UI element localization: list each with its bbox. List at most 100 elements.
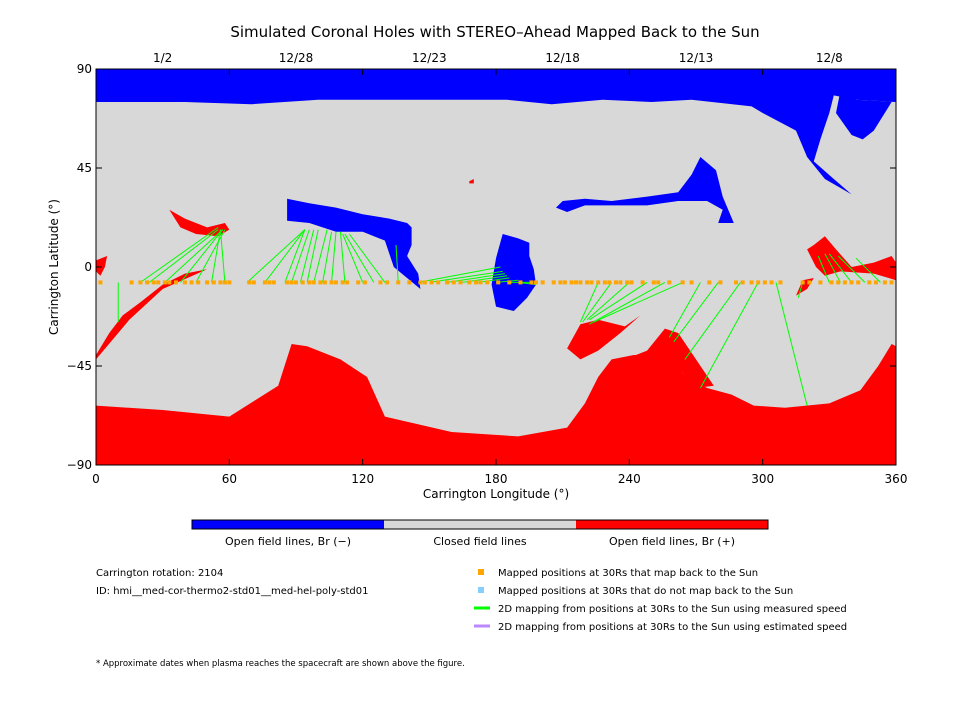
- mapping-line-1: [149, 229, 219, 283]
- mapped-points: [98, 280, 894, 285]
- mapped-point-1: [129, 280, 134, 285]
- mapped-point-76: [680, 280, 685, 285]
- y-tick-label-2: 0: [84, 260, 92, 274]
- mapping-line-14: [313, 229, 328, 283]
- mapping-line-33: [589, 281, 648, 321]
- legend-label-mapped: Mapped positions at 30Rs that map back t…: [498, 568, 758, 579]
- mapped-point-40: [418, 280, 423, 285]
- x-tick-label-2: 120: [351, 472, 374, 486]
- mapped-point-60: [569, 280, 574, 285]
- region-negative-2: [556, 157, 734, 223]
- top-date-label-1: 12/28: [279, 51, 314, 65]
- colorbar-negative: [192, 520, 384, 529]
- x-tick-label-4: 240: [618, 472, 641, 486]
- mapping-lines: [117, 226, 881, 406]
- mapping-line-4: [195, 229, 226, 283]
- mapped-point-52: [507, 280, 512, 285]
- mapping-line-11: [291, 229, 310, 283]
- mapped-point-20: [267, 280, 272, 285]
- colorbar-label-closed: Closed field lines: [433, 535, 527, 548]
- mapping-line-6: [219, 229, 226, 283]
- region-positive-9: [567, 315, 641, 360]
- mapped-point-55: [534, 280, 538, 285]
- mapped-point-84: [762, 280, 767, 285]
- mapped-point-77: [689, 280, 694, 285]
- mapping-line-2: [164, 229, 224, 283]
- footnote: * Approximate dates when plasma reaches …: [96, 659, 465, 669]
- mapped-point-88: [807, 280, 812, 285]
- mapped-point-51: [496, 280, 501, 285]
- mapped-point-9: [182, 280, 187, 285]
- mapping-line-9: [264, 229, 306, 283]
- mapped-point-21: [271, 280, 276, 285]
- mapped-point-27: [311, 280, 316, 285]
- mapping-line-13: [306, 229, 319, 283]
- mapping-line-20: [348, 233, 386, 283]
- mapped-point-59: [562, 280, 567, 285]
- chart-title: Simulated Coronal Holes with STEREO–Ahea…: [230, 23, 759, 41]
- y-tick-label-4: 90: [77, 62, 92, 76]
- mapped-point-33: [345, 280, 350, 285]
- mapped-point-79: [718, 280, 723, 285]
- mapping-line-8: [246, 229, 306, 283]
- mapped-point-39: [407, 280, 412, 285]
- mapped-point-11: [196, 280, 201, 285]
- mapped-point-75: [667, 280, 672, 285]
- mapped-point-83: [756, 280, 761, 285]
- x-tick-label-3: 180: [485, 472, 508, 486]
- mapped-point-56: [540, 280, 545, 285]
- mapped-point-24: [294, 280, 298, 285]
- mapped-point-26: [307, 280, 312, 285]
- mapped-point-15: [222, 280, 227, 285]
- mapping-line-34: [589, 281, 666, 325]
- mapped-point-98: [889, 280, 894, 285]
- x-tick-label-0: 0: [92, 472, 100, 486]
- mapped-point-91: [836, 280, 841, 285]
- mapped-point-58: [558, 280, 563, 285]
- colorbar-label-positive: Open field lines, Br (+): [609, 535, 735, 548]
- mapping-line-46: [855, 257, 881, 283]
- mapping-line-15: [322, 231, 333, 283]
- mapped-point-92: [842, 280, 847, 285]
- mapping-line-18: [342, 233, 364, 283]
- y-axis-label: Carrington Latitude (°): [47, 199, 61, 335]
- region-positive-10: [624, 328, 714, 388]
- mapping-line-45: [837, 255, 866, 283]
- top-date-label-5: 12/8: [816, 51, 843, 65]
- x-tick-label-6: 360: [885, 472, 908, 486]
- mapping-line-26: [478, 277, 510, 283]
- mapped-point-90: [829, 280, 834, 285]
- region-negative-1: [96, 69, 896, 195]
- mapped-point-48: [474, 280, 478, 285]
- x-axis-label: Carrington Longitude (°): [423, 487, 569, 501]
- colorbar: Open field lines, Br (−) Closed field li…: [191, 519, 769, 548]
- legend: Mapped positions at 30Rs that map back t…: [474, 568, 847, 633]
- mapped-point-97: [882, 280, 887, 285]
- mapped-point-47: [467, 280, 472, 285]
- mapped-point-85: [769, 280, 774, 285]
- model-id: ID: hmi__med-cor-thermo2-std01__med-hel-…: [96, 586, 369, 597]
- mapped-point-80: [734, 280, 738, 285]
- colorbar-label-negative: Open field lines, Br (−): [225, 535, 351, 548]
- mapped-point-29: [322, 280, 327, 285]
- top-axis-date-labels: 1/2 12/28 12/23 12/18 12/13 12/8: [153, 51, 843, 65]
- mapped-point-62: [578, 280, 583, 285]
- mapped-point-96: [874, 280, 878, 285]
- mapped-point-38: [396, 280, 401, 285]
- mapping-line-19: [344, 233, 375, 283]
- top-date-label-3: 12/18: [545, 51, 580, 65]
- mapping-line-21: [395, 244, 399, 283]
- mapped-point-5: [156, 280, 161, 285]
- mapped-point-93: [849, 280, 854, 285]
- mapped-point-69: [618, 280, 623, 285]
- mapping-line-37: [673, 282, 719, 343]
- y-tick-label-1: −45: [67, 359, 92, 373]
- mapped-point-44: [445, 280, 450, 285]
- mapped-point-74: [656, 280, 661, 285]
- mapped-point-71: [629, 280, 634, 285]
- mapped-point-43: [436, 280, 441, 285]
- mapped-point-3: [145, 280, 150, 285]
- mapped-point-25: [300, 280, 305, 285]
- mapped-point-53: [518, 280, 523, 285]
